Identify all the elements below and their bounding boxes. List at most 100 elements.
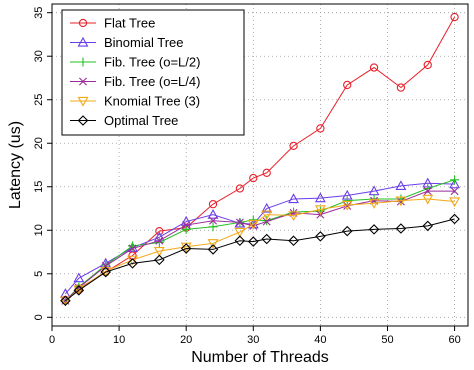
data-point	[248, 236, 259, 247]
data-point	[422, 220, 434, 232]
data-point	[153, 247, 165, 257]
data-point	[423, 187, 432, 196]
data-point	[450, 12, 459, 22]
data-point	[235, 184, 245, 193]
series-fib-tree-o-l-4	[61, 187, 459, 305]
series-line	[65, 16, 456, 301]
data-point	[288, 235, 299, 246]
grid-lines	[51, 4, 468, 326]
plot-frame	[51, 3, 469, 327]
data-point	[235, 218, 244, 227]
data-point	[449, 197, 461, 208]
y-tick-label: 0	[33, 314, 45, 320]
data-point	[247, 220, 259, 230]
legend-marker	[79, 77, 87, 86]
data-point	[154, 237, 164, 247]
series-line	[65, 182, 455, 295]
data-point	[207, 244, 219, 255]
data-point	[59, 296, 71, 307]
legend-label: Fib. Tree (o=L/4)	[104, 74, 200, 89]
data-point	[314, 205, 326, 216]
data-point	[288, 193, 299, 204]
data-point	[182, 221, 191, 230]
data-point	[450, 187, 459, 196]
data-point	[368, 199, 380, 209]
data-point	[368, 224, 380, 235]
data-point	[395, 196, 407, 207]
data-point	[395, 223, 407, 234]
data-point	[181, 224, 191, 234]
data-point	[342, 196, 352, 206]
y-tick-label: 5	[33, 271, 45, 277]
data-point	[180, 242, 192, 253]
data-point	[234, 235, 246, 246]
legend: Flat Tree Binomial Tree Fib. Tree (o=L/2) F…	[61, 9, 245, 136]
data-point	[315, 231, 326, 242]
legend-label: Flat Tree	[104, 16, 155, 31]
x-tick-label: 20	[180, 334, 192, 346]
data-point	[314, 192, 326, 203]
data-point	[101, 261, 110, 270]
data-point	[248, 215, 258, 225]
series-line	[65, 198, 455, 302]
data-point	[422, 194, 434, 205]
data-point	[449, 178, 461, 189]
y-tick-label: 10	[33, 224, 45, 236]
data-point	[396, 83, 406, 92]
data-point	[127, 255, 138, 266]
axes: 0 5 10 15 20 25 30 35 0 10 20 30 40 50 60	[33, 7, 461, 346]
x-tick-label: 60	[448, 334, 460, 346]
data-point	[73, 272, 85, 283]
data-point	[262, 168, 271, 177]
data-point	[343, 201, 352, 210]
legend-label: Knomial Tree (3)	[104, 94, 200, 109]
y-tick-label: 20	[33, 137, 45, 149]
y-tick-label: 30	[33, 50, 45, 62]
data-point	[100, 266, 111, 278]
data-point	[343, 80, 352, 90]
data-point	[207, 208, 219, 219]
data-point	[341, 200, 353, 211]
data-point	[128, 244, 137, 253]
data-point	[369, 194, 379, 204]
legend-marker	[78, 57, 88, 67]
data-point	[73, 285, 85, 296]
x-axis-title: Number of Threads	[191, 349, 329, 366]
legend-box	[61, 9, 245, 136]
y-tick-label: 25	[33, 94, 45, 106]
data-point	[180, 243, 192, 254]
data-point	[209, 216, 218, 225]
data-point	[155, 226, 164, 236]
data-point	[249, 173, 258, 183]
legend-label: Optimal Tree	[104, 113, 178, 128]
x-tick-label: 50	[381, 334, 393, 346]
data-point	[208, 222, 218, 232]
legend-marker	[78, 18, 88, 28]
data-point	[155, 236, 164, 245]
series-knomial-tree-3	[59, 194, 461, 307]
legend-label: Fib. Tree (o=L/2)	[104, 55, 200, 70]
data-point	[450, 175, 460, 185]
data-point	[288, 211, 299, 222]
data-point	[449, 213, 460, 225]
data-point	[395, 180, 407, 191]
x-tick-label: 40	[314, 334, 326, 346]
data-point	[208, 200, 218, 209]
x-tick-label: 10	[113, 334, 125, 346]
data-point	[261, 210, 273, 221]
data-point	[423, 60, 432, 70]
data-point	[289, 141, 298, 151]
series-line	[65, 218, 455, 302]
legend-label: Binomial Tree	[104, 35, 183, 50]
data-point	[262, 217, 271, 226]
series-line	[65, 190, 455, 302]
series-layer	[59, 12, 461, 307]
data-point	[127, 258, 138, 269]
data-point	[396, 197, 405, 206]
y-tick-label: 35	[33, 7, 45, 19]
data-point	[60, 295, 71, 307]
legend-marker	[77, 96, 89, 107]
data-point	[369, 63, 379, 72]
data-point	[234, 227, 246, 238]
